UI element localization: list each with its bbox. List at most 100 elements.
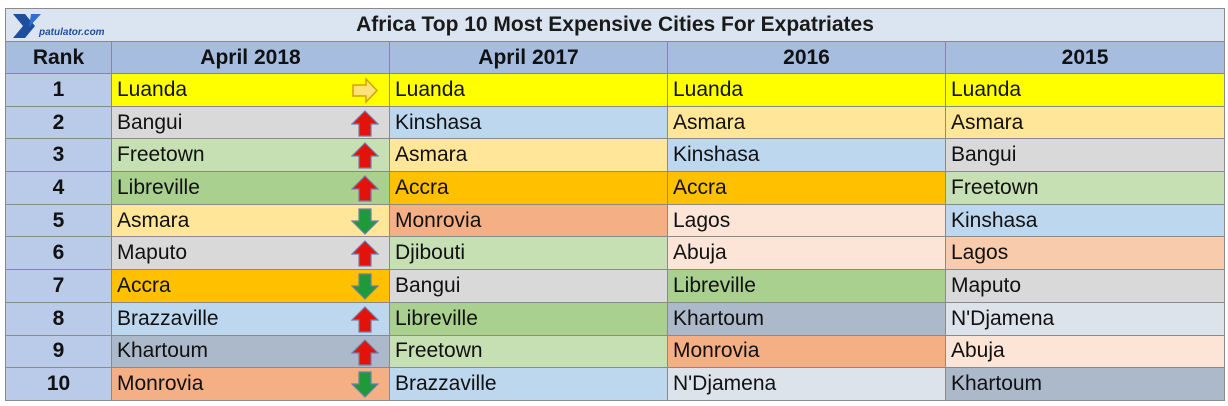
rank-cell: 5 [5,203,112,238]
city-name: Accra [117,273,171,297]
table-row: 3 Freetown Asmara Kinshasa Bangui [5,138,1226,173]
city-name: Monrovia [117,372,204,396]
rank-cell: 9 [5,334,112,369]
city-cell: Kinshasa [944,203,1226,238]
city-cell: Monrovia [667,334,946,369]
rank-cell: 2 [5,105,112,140]
city-name: Maputo [117,241,188,265]
city-cell: Kinshasa [667,138,946,173]
city-cell: Freetown [944,171,1226,205]
city-name: Asmara [395,143,468,167]
city-name: Kinshasa [951,208,1038,232]
arrow-right-icon [352,77,379,104]
table-row: 6 Maputo Djibouti Abuja Lagos [5,236,1226,271]
header-april-2017: April 2017 [389,41,668,74]
city-name: Bangui [951,143,1017,167]
city-name: Asmara [951,110,1024,134]
header-april-2018: April 2018 [111,41,390,74]
arrow-down-icon [351,273,379,300]
city-cell: Asmara [111,203,390,238]
arrow-up-icon [351,142,379,169]
city-cell: Djibouti [389,236,668,271]
city-cell: Luanda [944,73,1226,107]
xpatulator-logo: patulator.com [9,10,111,40]
city-name: Luanda [951,77,1022,101]
city-name: Freetown [117,143,205,167]
arrow-up-icon [351,305,379,333]
city-name: Freetown [395,339,483,363]
city-cell: Bangui [389,269,668,303]
city-cell: Libreville [389,301,668,336]
city-cell: Asmara [944,105,1226,140]
city-name: Abuja [673,241,727,265]
city-name: Accra [395,175,449,199]
city-cell: Abuja [944,334,1226,369]
rank-cell: 1 [5,73,112,107]
city-cell: Asmara [389,138,668,173]
city-cell: Freetown [111,138,390,173]
city-name: Accra [673,175,727,199]
city-cell: Kinshasa [389,105,668,140]
city-name: Khartoum [951,372,1043,396]
city-name: Luanda [395,77,466,101]
chart-title: Africa Top 10 Most Expensive Cities For … [356,13,874,36]
city-cell: Brazzaville [389,367,668,401]
city-name: Abuja [951,339,1005,363]
city-cell: Accra [389,171,668,205]
city-cell: Luanda [111,73,390,107]
arrow-up-icon [351,109,379,137]
city-name: Khartoum [673,306,765,330]
arrow-up-icon [351,240,379,268]
table-row: 9 Khartoum Freetown Monrovia Abuja [5,334,1226,369]
header-2015: 2015 [944,41,1226,74]
city-name: Brazzaville [395,372,497,396]
city-name: Libreville [117,175,200,199]
arrow-up-icon [351,175,379,202]
city-cell: Brazzaville [111,301,390,336]
city-name: Maputo [951,273,1022,297]
city-cell: Accra [667,171,946,205]
city-name: Freetown [951,175,1039,199]
rank-cell: 10 [5,367,112,401]
city-name: Lagos [673,208,731,232]
city-name: Asmara [117,208,190,232]
table-row: 2 Bangui Kinshasa Asmara Asmara [5,105,1226,140]
city-name: Bangui [117,110,183,134]
table-row: 8 Brazzaville Libreville Khartoum N'Djamena [5,301,1226,336]
city-cell: Asmara [667,105,946,140]
rank-cell: 8 [5,301,112,336]
arrow-down-icon [351,208,379,235]
city-name: Luanda [673,77,744,101]
city-cell: Libreville [111,171,390,205]
table-row: 7 Accra Bangui Libreville Maputo [5,269,1226,303]
rank-cell: 7 [5,269,112,303]
rank-cell: 3 [5,138,112,173]
city-name: Djibouti [395,241,466,265]
arrow-down-icon [351,371,379,399]
city-cell: Bangui [944,138,1226,173]
header-row: Rank April 2018 April 2017 2016 2015 [5,41,1226,74]
header-rank: Rank [5,41,112,74]
rank-cell: 6 [5,236,112,271]
rank-cell: 4 [5,171,112,205]
city-name: Monrovia [673,339,760,363]
ranking-table: patulator.com Africa Top 10 Most Expensi… [4,8,1226,401]
ranking-table-frame: patulator.com Africa Top 10 Most Expensi… [4,8,1226,404]
city-cell: Luanda [389,73,668,107]
city-name: N'Djamena [673,372,777,396]
city-name: Monrovia [395,208,482,232]
city-cell: Libreville [667,269,946,303]
table-row: 4 Libreville Accra Accra Freetown [5,171,1226,205]
city-cell: N'Djamena [667,367,946,401]
table-row: 1 Luanda Luanda Luanda Luanda [5,73,1226,107]
city-cell: Maputo [944,269,1226,303]
city-cell: Luanda [667,73,946,107]
city-cell: Khartoum [111,334,390,369]
city-cell: Bangui [111,105,390,140]
city-name: Libreville [673,273,756,297]
table-body: patulator.com Africa Top 10 Most Expensi… [4,8,1226,401]
city-cell: Freetown [389,334,668,369]
table-row: 10 Monrovia Brazzaville N'Djamena Khartoum [5,367,1226,401]
city-name: Asmara [673,110,746,134]
header-2016: 2016 [667,41,946,74]
